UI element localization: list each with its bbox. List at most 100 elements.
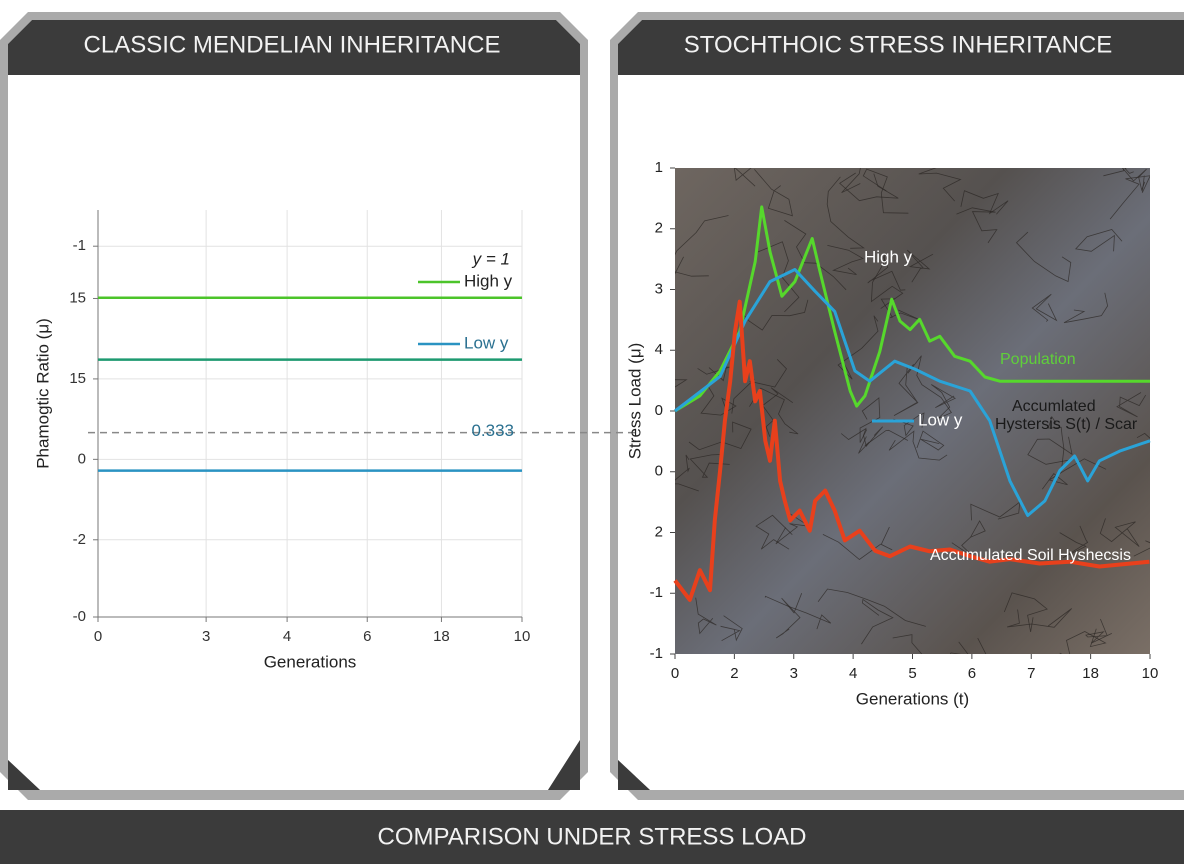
x-axis-label: Generations bbox=[264, 652, 357, 671]
crack bbox=[1031, 293, 1058, 322]
crack bbox=[956, 207, 998, 244]
x-tick-label: 3 bbox=[202, 628, 210, 645]
x-tick-label: 10 bbox=[1142, 665, 1159, 682]
crack bbox=[1136, 432, 1150, 439]
crack bbox=[859, 397, 881, 443]
crack bbox=[822, 526, 893, 561]
crack bbox=[731, 359, 788, 414]
crack bbox=[784, 220, 847, 291]
crack bbox=[755, 514, 793, 550]
annotation: Population bbox=[1000, 351, 1076, 368]
x-axis-label: Generations (t) bbox=[856, 689, 969, 708]
crack bbox=[861, 598, 894, 645]
crack bbox=[837, 315, 879, 380]
crack bbox=[893, 412, 925, 437]
crack bbox=[1003, 592, 1048, 632]
y-tick-label: 2 bbox=[655, 523, 663, 540]
cracks bbox=[675, 168, 1150, 654]
x-tick-label: 0 bbox=[94, 628, 102, 645]
crack bbox=[689, 454, 730, 478]
x-tick-label: 7 bbox=[1027, 665, 1035, 682]
y-tick-label: -1 bbox=[73, 237, 86, 254]
crack bbox=[841, 168, 861, 194]
series-label: Low y bbox=[918, 410, 963, 429]
crack bbox=[892, 634, 923, 654]
crack bbox=[749, 387, 799, 435]
annotation: Hystersis S(t) / Scar bbox=[995, 416, 1138, 433]
crack bbox=[688, 421, 752, 451]
crack bbox=[826, 176, 865, 249]
crack bbox=[931, 384, 956, 421]
panel-body bbox=[8, 20, 580, 790]
crack bbox=[764, 595, 832, 630]
annotation: Accumlated bbox=[1012, 398, 1096, 415]
crack bbox=[720, 615, 743, 642]
panel-header bbox=[618, 20, 1184, 75]
x-tick-label: 6 bbox=[363, 628, 371, 645]
crack bbox=[775, 593, 803, 639]
crack bbox=[675, 215, 729, 277]
crack bbox=[858, 429, 909, 454]
y-axis-label: Phamogtic Ratio (μ) bbox=[33, 318, 52, 469]
soil-texture bbox=[675, 168, 1150, 654]
crack bbox=[1116, 392, 1147, 418]
series-line bbox=[673, 299, 1150, 602]
y-tick-label: 15 bbox=[69, 289, 86, 306]
x-tick-label: 18 bbox=[1082, 665, 1099, 682]
panel-header bbox=[8, 20, 580, 75]
crack bbox=[695, 597, 717, 635]
x-tick-label: 10 bbox=[514, 628, 531, 645]
x-tick-label: 4 bbox=[283, 628, 291, 645]
x-tick-label: 3 bbox=[790, 665, 798, 682]
y-tick-label: -2 bbox=[73, 531, 86, 548]
crack bbox=[839, 172, 899, 202]
corner bbox=[548, 740, 580, 790]
y-axis-label: Stress Load (μ) bbox=[625, 343, 644, 460]
crack bbox=[1059, 628, 1107, 654]
y-tick-label: -1 bbox=[650, 645, 663, 662]
crack bbox=[700, 387, 737, 416]
crack bbox=[1041, 458, 1107, 490]
legend-title: y = 1 bbox=[472, 249, 510, 268]
y-tick-label: 0 bbox=[655, 463, 663, 480]
crack bbox=[970, 501, 1021, 521]
crack bbox=[862, 168, 909, 214]
y-tick-label: -0 bbox=[73, 608, 86, 625]
series-line bbox=[674, 205, 1150, 413]
crack bbox=[1085, 618, 1112, 644]
y-tick-label: 4 bbox=[655, 341, 663, 358]
y-tick-label: 1 bbox=[655, 159, 663, 176]
reference-label: 0.333 bbox=[471, 421, 514, 440]
crack bbox=[675, 379, 688, 388]
x-tick-label: 2 bbox=[730, 665, 738, 682]
crack bbox=[867, 256, 906, 291]
crack bbox=[960, 190, 1009, 215]
crack bbox=[1015, 231, 1072, 283]
y-tick-label: 0 bbox=[655, 402, 663, 419]
crack bbox=[1006, 608, 1072, 628]
crack bbox=[741, 299, 809, 331]
footer-title: COMPARISON UNDER STRESS LOAD bbox=[378, 823, 807, 850]
legend-label: High y bbox=[464, 271, 513, 290]
panel-title: STOCHTHOIC STRESS INHERITANCE bbox=[684, 31, 1112, 58]
crack bbox=[754, 169, 793, 217]
crack bbox=[893, 364, 919, 416]
legend-label: Low y bbox=[464, 333, 509, 352]
y-tick-label: 15 bbox=[69, 370, 86, 387]
crack bbox=[817, 588, 926, 627]
series-label: High y bbox=[864, 247, 913, 266]
crack bbox=[907, 355, 953, 419]
corner bbox=[618, 760, 650, 790]
y-tick-label: 2 bbox=[655, 220, 663, 237]
crack bbox=[918, 168, 962, 202]
crack bbox=[916, 430, 945, 451]
panel-title: CLASSIC MENDELIAN INHERITANCE bbox=[84, 31, 501, 58]
corner bbox=[8, 760, 40, 790]
series-line bbox=[674, 268, 1151, 517]
crack bbox=[870, 253, 904, 309]
crack bbox=[888, 430, 948, 461]
crack bbox=[827, 245, 865, 275]
crack bbox=[1063, 292, 1109, 324]
crack bbox=[697, 366, 730, 382]
